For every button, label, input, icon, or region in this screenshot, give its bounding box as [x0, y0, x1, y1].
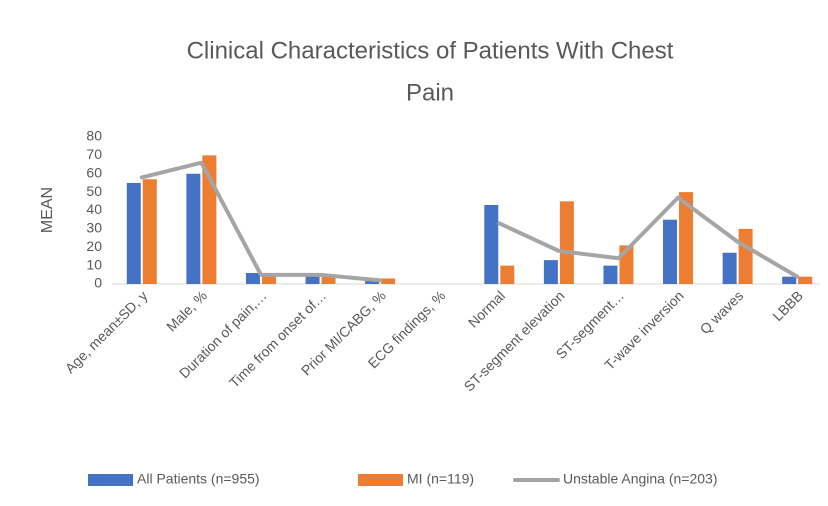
bar	[798, 276, 813, 284]
y-tick-label: 40	[86, 201, 102, 217]
bar	[679, 192, 694, 284]
bar	[603, 265, 618, 284]
bar	[782, 276, 797, 284]
y-tick-label: 50	[86, 183, 102, 199]
legend-label: MI (n=119)	[407, 471, 474, 487]
bar	[321, 274, 336, 284]
chart-title: Pain	[406, 79, 454, 106]
bar	[738, 228, 753, 284]
bar	[500, 265, 515, 284]
bar	[559, 201, 574, 284]
legend-swatch	[88, 474, 133, 486]
bar	[186, 173, 201, 284]
bar	[484, 204, 499, 284]
bar	[381, 278, 396, 284]
bar	[126, 182, 141, 284]
chart-title: Clinical Characteristics of Patients Wit…	[187, 37, 674, 64]
legend-label: Unstable Angina (n=203)	[563, 471, 718, 487]
legend-swatch	[358, 474, 403, 486]
y-tick-label: 70	[86, 146, 102, 162]
bar	[543, 260, 558, 284]
legend-label: All Patients (n=955)	[137, 471, 260, 487]
bar	[245, 272, 260, 284]
y-axis-label: MEAN	[39, 187, 56, 233]
bar	[261, 274, 276, 284]
y-tick-label: 10	[86, 256, 102, 272]
y-tick-label: 30	[86, 220, 102, 236]
bar	[142, 179, 157, 284]
y-tick-label: 60	[86, 164, 102, 180]
bar	[365, 280, 380, 284]
y-tick-label: 0	[94, 275, 102, 291]
bar	[305, 274, 320, 284]
y-tick-label: 80	[86, 128, 102, 144]
bar	[722, 252, 737, 284]
y-tick-label: 20	[86, 238, 102, 254]
bar	[663, 219, 678, 284]
line	[139, 160, 800, 283]
